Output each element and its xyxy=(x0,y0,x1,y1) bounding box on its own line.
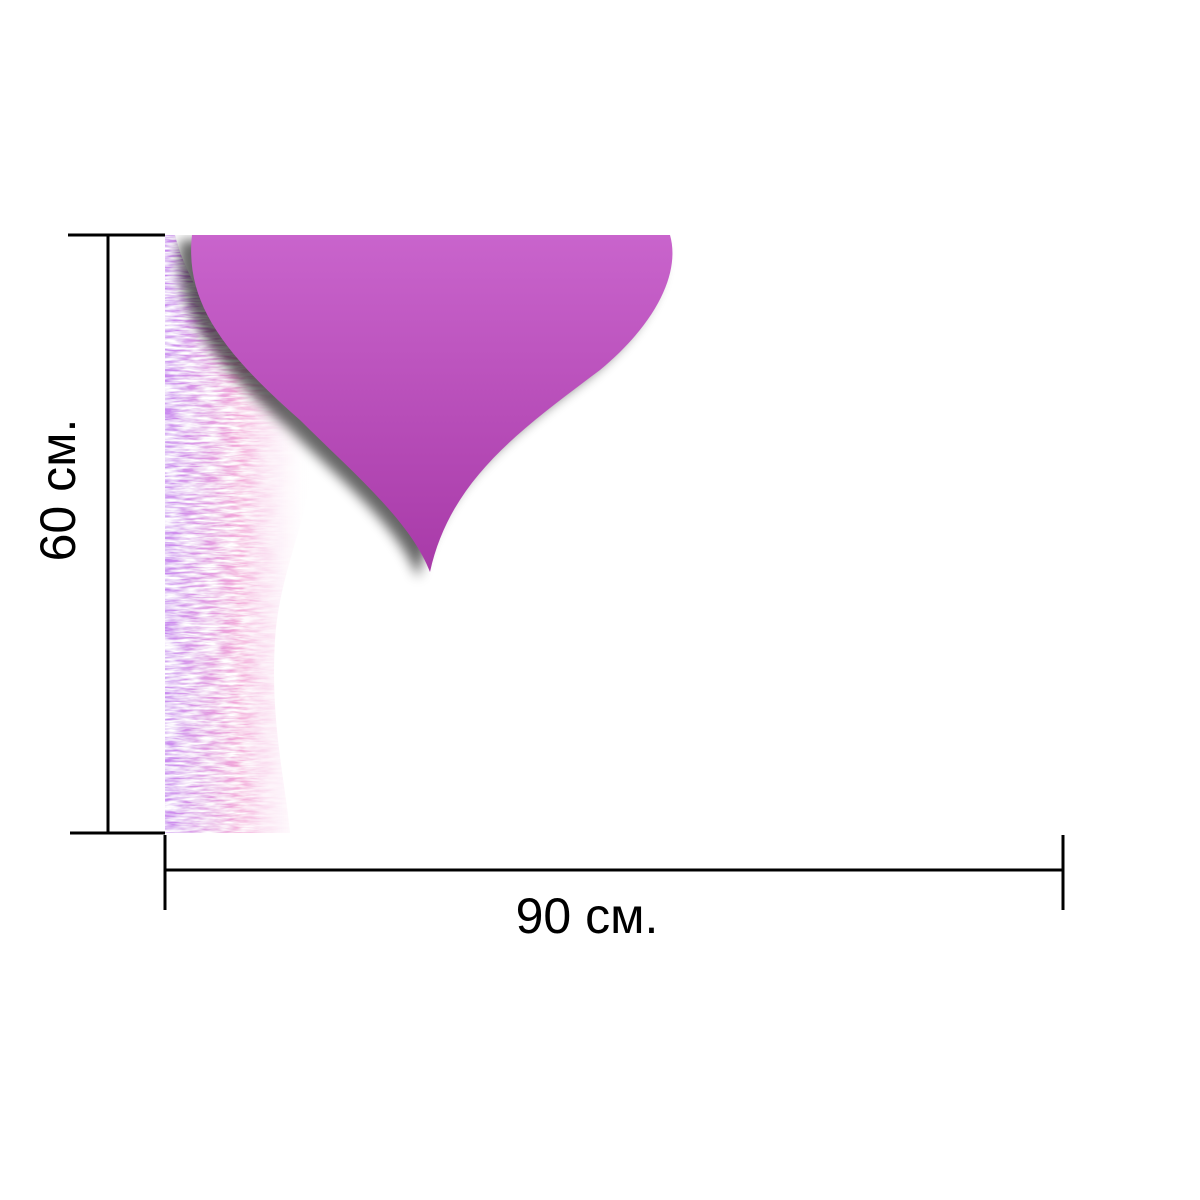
width-label: 90 см. xyxy=(516,888,659,944)
texture-strip xyxy=(165,235,312,833)
dimension-lines xyxy=(68,233,1065,910)
heart xyxy=(191,235,673,572)
height-label: 60 см. xyxy=(30,419,86,562)
artwork xyxy=(165,235,673,833)
